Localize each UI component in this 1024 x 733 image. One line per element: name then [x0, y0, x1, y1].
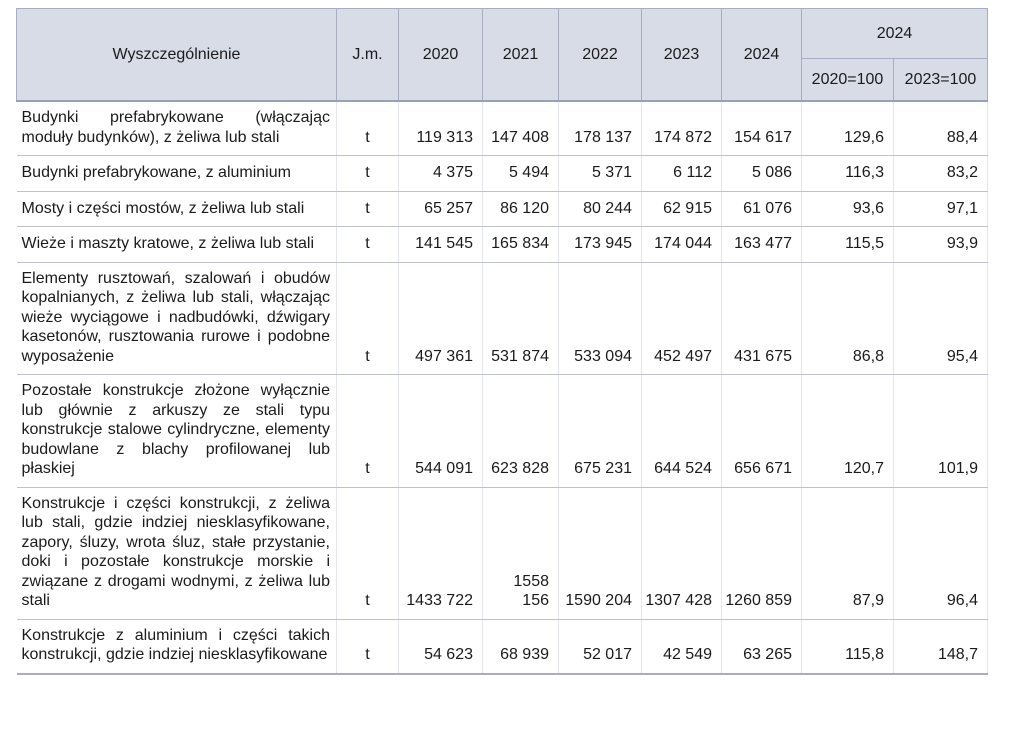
row-unit: t: [336, 191, 399, 228]
value-2021: 68 939: [482, 619, 559, 675]
table-row: Konstrukcje z aluminium i części takich …: [16, 619, 988, 675]
value-2023: 62 915: [641, 191, 722, 228]
index-2020-100: 115,8: [801, 619, 894, 675]
production-statistics-table: Wyszczególnienie J.m. 2020 2021 2022 202…: [16, 8, 988, 675]
value-2023: 174 872: [641, 101, 722, 157]
value-2024: 163 477: [721, 226, 802, 263]
value-2020: 544 091: [398, 374, 483, 488]
index-2020-100: 86,8: [801, 262, 894, 376]
index-2023-100: 96,4: [893, 487, 988, 620]
value-2024: 5 086: [721, 155, 802, 192]
value-2022: 533 094: [558, 262, 642, 376]
index-2020-100: 93,6: [801, 191, 894, 228]
value-2021: 623 828: [482, 374, 559, 488]
value-2022: 80 244: [558, 191, 642, 228]
value-2022: 675 231: [558, 374, 642, 488]
row-unit: t: [336, 374, 399, 488]
value-2021: 147 408: [482, 101, 559, 157]
header-unit: J.m.: [336, 8, 399, 102]
value-2022: 178 137: [558, 101, 642, 157]
value-2024: 154 617: [721, 101, 802, 157]
value-2021: 531 874: [482, 262, 559, 376]
index-2020-100: 120,7: [801, 374, 894, 488]
index-2023-100: 88,4: [893, 101, 988, 157]
table-row: Pozostałe konstrukcje złożone wyłącznie …: [16, 374, 988, 488]
value-2023: 1307 428: [641, 487, 722, 620]
header-year-2024: 2024: [721, 8, 802, 102]
table-row: Konstrukcje i części konstrukcji, z żeli…: [16, 487, 988, 620]
row-label: Mosty i części mostów, z żeliwa lub stal…: [16, 191, 337, 228]
row-label: Budynki prefabrykowane, z aluminium: [16, 155, 337, 192]
value-2023: 644 524: [641, 374, 722, 488]
header-year-2021: 2021: [482, 8, 559, 102]
row-unit: t: [336, 101, 399, 157]
row-label: Elementy rusztowań, szalowań i obudów ko…: [16, 262, 337, 376]
value-2024: 63 265: [721, 619, 802, 675]
value-2024: 431 675: [721, 262, 802, 376]
table-body: Budynki prefabrykowane (włączając moduły…: [16, 101, 988, 675]
row-label: Konstrukcje z aluminium i części takich …: [16, 619, 337, 675]
value-2023: 174 044: [641, 226, 722, 263]
header-row-main: Wyszczególnienie J.m. 2020 2021 2022 202…: [16, 8, 988, 102]
row-unit: t: [336, 487, 399, 620]
header-index-2020: 2020=100: [801, 58, 894, 102]
value-2020: 141 545: [398, 226, 483, 263]
value-2021: 5 494: [482, 155, 559, 192]
value-2023: 6 112: [641, 155, 722, 192]
row-label: Wieże i maszty kratowe, z żeliwa lub sta…: [16, 226, 337, 263]
row-label: Pozostałe konstrukcje złożone wyłącznie …: [16, 374, 337, 488]
header-year-2020: 2020: [398, 8, 483, 102]
value-2023: 452 497: [641, 262, 722, 376]
value-2024: 61 076: [721, 191, 802, 228]
index-2020-100: 129,6: [801, 101, 894, 157]
index-2023-100: 148,7: [893, 619, 988, 675]
value-2021: 86 120: [482, 191, 559, 228]
value-2022: 1590 204: [558, 487, 642, 620]
index-2020-100: 87,9: [801, 487, 894, 620]
header-specification: Wyszczególnienie: [16, 8, 337, 102]
header-row-sub: 2020=100 2023=100: [17, 58, 988, 102]
value-2024: 1260 859: [721, 487, 802, 620]
table-row: Budynki prefabrykowane, z aluminium t 4 …: [16, 155, 988, 192]
value-2022: 5 371: [558, 155, 642, 192]
index-2023-100: 97,1: [893, 191, 988, 228]
row-unit: t: [336, 619, 399, 675]
table-row: Mosty i części mostów, z żeliwa lub stal…: [16, 191, 988, 228]
index-2023-100: 95,4: [893, 262, 988, 376]
row-label: Budynki prefabrykowane (włączając moduły…: [16, 101, 337, 157]
value-2022: 52 017: [558, 619, 642, 675]
row-unit: t: [336, 155, 399, 192]
value-2021: 1558 156: [482, 487, 559, 620]
header-2024-index-group: 2024: [801, 8, 988, 59]
value-2020: 4 375: [398, 155, 483, 192]
index-2020-100: 116,3: [801, 155, 894, 192]
header-index-2023: 2023=100: [893, 58, 988, 102]
index-2023-100: 93,9: [893, 226, 988, 263]
value-2024: 656 671: [721, 374, 802, 488]
row-unit: t: [336, 262, 399, 376]
table-row: Elementy rusztowań, szalowań i obudów ko…: [16, 262, 988, 376]
value-2020: 1433 722: [398, 487, 483, 620]
table-row: Budynki prefabrykowane (włączając moduły…: [16, 101, 988, 157]
value-2020: 54 623: [398, 619, 483, 675]
value-2020: 497 361: [398, 262, 483, 376]
value-2023: 42 549: [641, 619, 722, 675]
value-2020: 65 257: [398, 191, 483, 228]
index-2020-100: 115,5: [801, 226, 894, 263]
value-2022: 173 945: [558, 226, 642, 263]
header-year-2022: 2022: [558, 8, 642, 102]
row-unit: t: [336, 226, 399, 263]
index-2023-100: 101,9: [893, 374, 988, 488]
value-2020: 119 313: [398, 101, 483, 157]
index-2023-100: 83,2: [893, 155, 988, 192]
table-header: Wyszczególnienie J.m. 2020 2021 2022 202…: [16, 8, 988, 102]
header-year-2023: 2023: [641, 8, 722, 102]
table-row: Wieże i maszty kratowe, z żeliwa lub sta…: [16, 226, 988, 263]
value-2021: 165 834: [482, 226, 559, 263]
row-label: Konstrukcje i części konstrukcji, z żeli…: [16, 487, 337, 620]
